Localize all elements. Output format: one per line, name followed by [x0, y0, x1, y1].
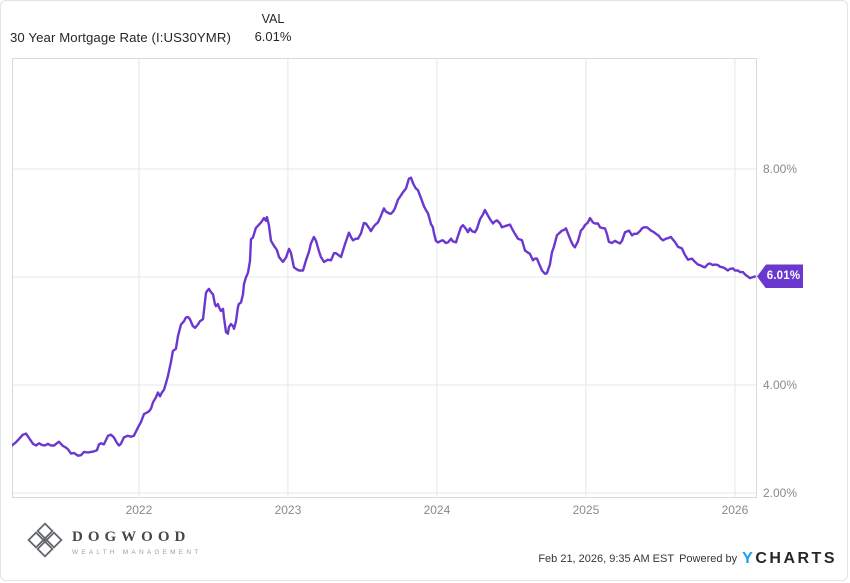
plot-border [12, 58, 757, 498]
y-tick-label: 4.00% [763, 377, 798, 392]
footer: DOGWOOD WEALTH MANAGEMENT Feb 21, 2026, … [1, 522, 847, 580]
timestamp: Feb 21, 2026, 9:35 AM EST [538, 553, 675, 565]
dogwood-logo-subtitle: WEALTH MANAGEMENT [72, 549, 202, 556]
y-tick-label: 8.00% [763, 162, 798, 176]
powered-by-label: Powered by [679, 553, 738, 565]
ycharts-logo: YCHARTS [742, 550, 837, 568]
chart-title: 30 Year Mortgage Rate (I:US30YMR) [10, 30, 232, 45]
dogwood-logo: DOGWOOD WEALTH MANAGEMENT [27, 520, 201, 565]
rate-line-series [12, 176, 757, 457]
latest-value-badge-label: 6.01% [766, 270, 801, 283]
dogwood-flower-icon [27, 520, 63, 565]
attribution: Feb 21, 2026, 9:35 AM EST Powered by YCH… [538, 550, 837, 568]
plot-area[interactable] [12, 58, 757, 498]
ycharts-logo-y: Y [742, 550, 756, 567]
dogwood-logo-text: DOGWOOD WEALTH MANAGEMENT [72, 529, 201, 556]
legend-val-column: VAL 6.01% [238, 1, 308, 44]
x-tick-label: 2023 [274, 503, 302, 517]
legend-val-value: 6.01% [254, 29, 292, 44]
y-tick-label: 2.00% [763, 485, 798, 500]
dogwood-logo-name: DOGWOOD [72, 529, 191, 545]
latest-value-badge: 6.01% [757, 264, 803, 289]
x-tick-label: 2024 [423, 503, 451, 517]
x-tick-label: 2026 [721, 503, 749, 517]
x-tick-label: 2025 [572, 503, 600, 517]
ycharts-logo-charts: CHARTS [755, 550, 837, 567]
x-tick-label: 2022 [125, 503, 153, 517]
legend-val-header: VAL [261, 12, 285, 26]
